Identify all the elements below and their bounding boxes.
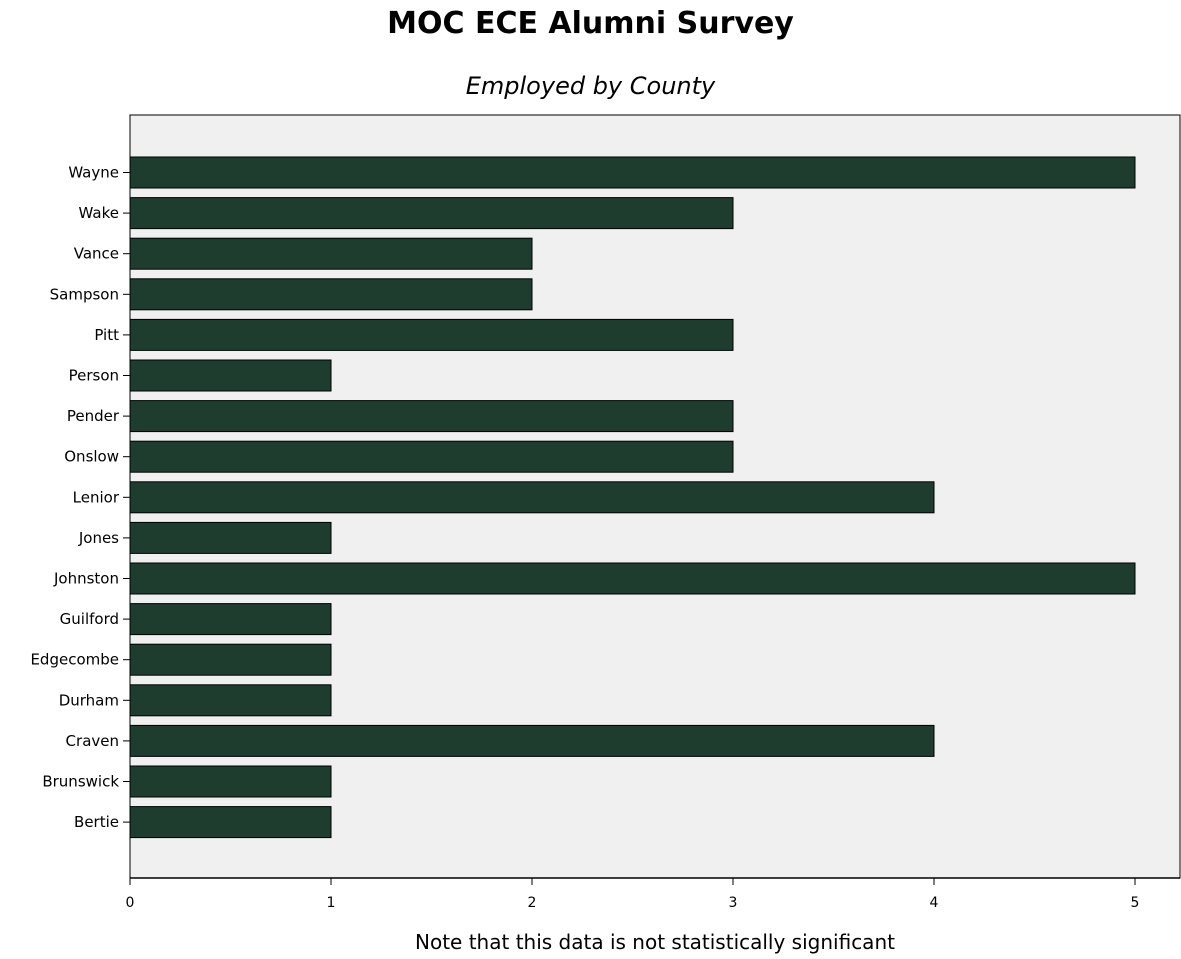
category-label: Brunswick bbox=[42, 773, 119, 791]
bar-guilford bbox=[129, 603, 332, 636]
bar-johnston bbox=[129, 562, 1136, 595]
bar-durham bbox=[129, 684, 332, 717]
bar-lenior bbox=[129, 481, 935, 514]
x-tick-label: 0 bbox=[126, 895, 135, 911]
x-tick-label: 3 bbox=[729, 895, 738, 911]
chart-title: MOC ECE Alumni Survey bbox=[387, 6, 794, 41]
category-label: Onslow bbox=[64, 448, 119, 466]
bar-vance bbox=[129, 237, 533, 270]
bar-person bbox=[129, 359, 332, 392]
category-label: Johnston bbox=[53, 570, 119, 588]
x-tick-label: 4 bbox=[930, 895, 939, 911]
bar-pender bbox=[129, 400, 734, 433]
category-label: Durham bbox=[59, 691, 119, 709]
category-label: Lenior bbox=[73, 488, 120, 506]
bar-edgecombe bbox=[129, 643, 332, 676]
category-label: Craven bbox=[66, 732, 119, 750]
category-label: Vance bbox=[74, 245, 119, 263]
x-axis-label: Note that this data is not statistically… bbox=[415, 930, 895, 954]
category-label: Guilford bbox=[60, 610, 119, 628]
x-tick-label: 5 bbox=[1131, 895, 1140, 911]
bar-onslow bbox=[129, 440, 734, 473]
bar-pitt bbox=[129, 318, 734, 351]
bar-wake bbox=[129, 197, 734, 230]
bar-bertie bbox=[129, 806, 332, 839]
bar-craven bbox=[129, 724, 935, 757]
category-label: Jones bbox=[78, 529, 119, 547]
bar-jones bbox=[129, 521, 332, 554]
category-label: Edgecombe bbox=[30, 651, 119, 669]
category-label: Pitt bbox=[94, 326, 119, 344]
x-tick-label: 2 bbox=[528, 895, 537, 911]
bar-sampson bbox=[129, 278, 533, 311]
bar-brunswick bbox=[129, 765, 332, 798]
bar-wayne bbox=[129, 156, 1136, 189]
x-tick-label: 1 bbox=[327, 895, 336, 911]
category-label: Pender bbox=[67, 407, 120, 425]
category-label: Wake bbox=[79, 204, 119, 222]
category-label: Bertie bbox=[74, 813, 119, 831]
category-label: Sampson bbox=[50, 285, 119, 303]
chart-subtitle: Employed by County bbox=[465, 72, 716, 100]
category-label: Person bbox=[69, 367, 119, 385]
category-label: Wayne bbox=[68, 164, 119, 182]
